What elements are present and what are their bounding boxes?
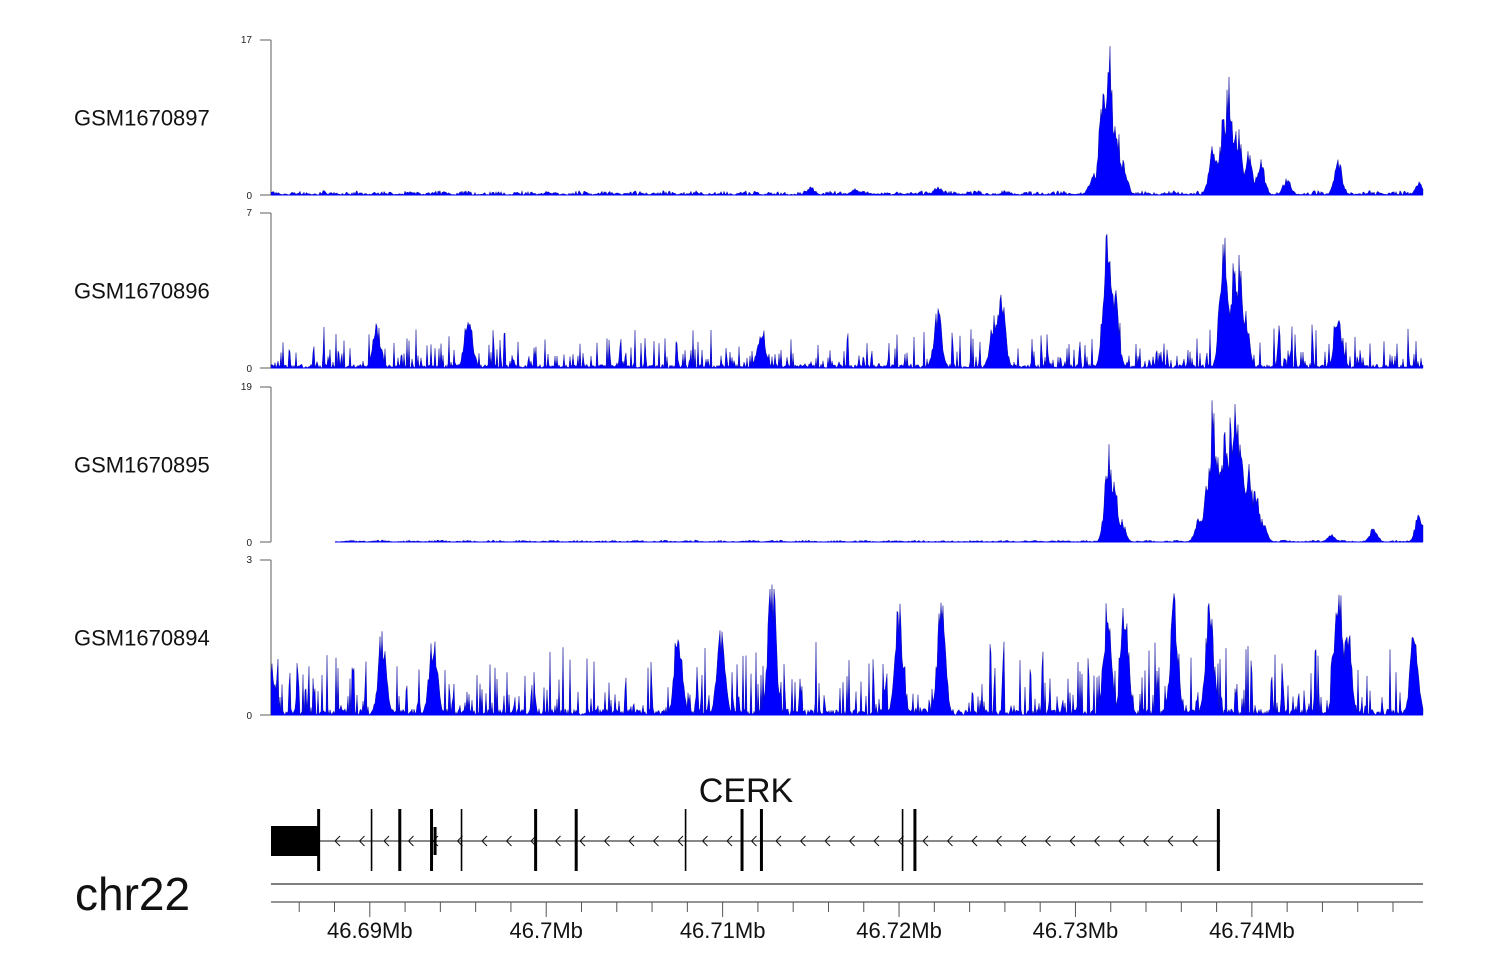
signal-area <box>334 400 1424 543</box>
y-max-label: 7 <box>246 208 252 219</box>
y-max-label: 19 <box>241 382 253 393</box>
genome-axis: 46.69Mb 46.7Mb 46.71Mb 46.72Mb 46.73Mb 46.74M… <box>271 901 1423 943</box>
strand-arrow-icon <box>1044 835 1051 847</box>
strand-arrow-icon <box>1093 835 1100 847</box>
strand-arrow-icon <box>334 835 341 847</box>
strand-arrow-icon <box>677 835 684 847</box>
y-min-label: 0 <box>246 711 252 722</box>
signal-area <box>270 584 1424 716</box>
strand-arrow-icon <box>1118 835 1125 847</box>
strand-arrow-icon <box>1020 835 1027 847</box>
strand-arrow-icon <box>750 835 757 847</box>
y-min-label: 0 <box>246 538 252 549</box>
data-tracks: GSM1670897170GSM167089670GSM1670895190GS… <box>74 35 1424 722</box>
y-max-label: 17 <box>241 35 253 46</box>
strand-arrow-icon <box>1167 835 1174 847</box>
strand-arrow-icon <box>505 835 512 847</box>
track-gsm1670894: GSM1670894 3 0 <box>74 555 1424 722</box>
strand-arrow-icon <box>701 835 708 847</box>
strand-arrow-icon <box>971 835 978 847</box>
strand-arrow-icon <box>407 835 414 847</box>
strand-arrow-icon <box>775 835 782 847</box>
strand-arrow-icon <box>848 835 855 847</box>
gene-label: CERK <box>699 772 794 810</box>
strand-arrow-icon <box>922 835 929 847</box>
strand-arrow-icon <box>1069 835 1076 847</box>
x-tick-label: 46.71Mb <box>680 918 766 943</box>
exon-block <box>271 826 319 856</box>
strand-arrow-icon <box>358 835 365 847</box>
y-min-label: 0 <box>246 191 252 202</box>
strand-arrow-icon <box>995 835 1002 847</box>
track-gsm1670896: GSM1670896 7 0 <box>74 208 1424 375</box>
y-min-label: 0 <box>246 364 252 375</box>
strand-arrow-icon <box>628 835 635 847</box>
track-label: GSM1670897 <box>74 106 210 131</box>
strand-arrow-icon <box>383 835 390 847</box>
strand-arrow-icon <box>652 835 659 847</box>
strand-arrow-icon <box>799 835 806 847</box>
signal-area <box>270 46 1424 196</box>
strand-arrow-icon <box>579 835 586 847</box>
strand-arrow-icon <box>1191 835 1198 847</box>
strand-arrow-icon <box>603 835 610 847</box>
strand-arrow-icon <box>726 835 733 847</box>
gene-track: CERK <box>271 772 1221 871</box>
x-tick-label: 46.74Mb <box>1209 918 1295 943</box>
x-tick-label: 46.73Mb <box>1033 918 1119 943</box>
strand-arrow-icon <box>481 835 488 847</box>
track-label: GSM1670894 <box>74 626 210 651</box>
strand-arrow-icon <box>873 835 880 847</box>
chromosome-label: chr22 <box>75 868 190 920</box>
y-max-label: 3 <box>246 555 252 566</box>
strand-arrow-icon <box>554 835 561 847</box>
signal-area <box>270 234 1424 369</box>
x-tick-label: 46.72Mb <box>856 918 942 943</box>
strand-arrow-icon <box>824 835 831 847</box>
track-gsm1670897: GSM1670897 17 0 <box>74 35 1424 202</box>
strand-arrow-icon <box>946 835 953 847</box>
x-tick-label: 46.7Mb <box>510 918 583 943</box>
strand-arrow-icon <box>1142 835 1149 847</box>
x-tick-label: 46.69Mb <box>327 918 413 943</box>
track-label: GSM1670895 <box>74 453 210 478</box>
track-label: GSM1670896 <box>74 279 210 304</box>
track-gsm1670895: GSM1670895 19 0 <box>74 382 1424 549</box>
